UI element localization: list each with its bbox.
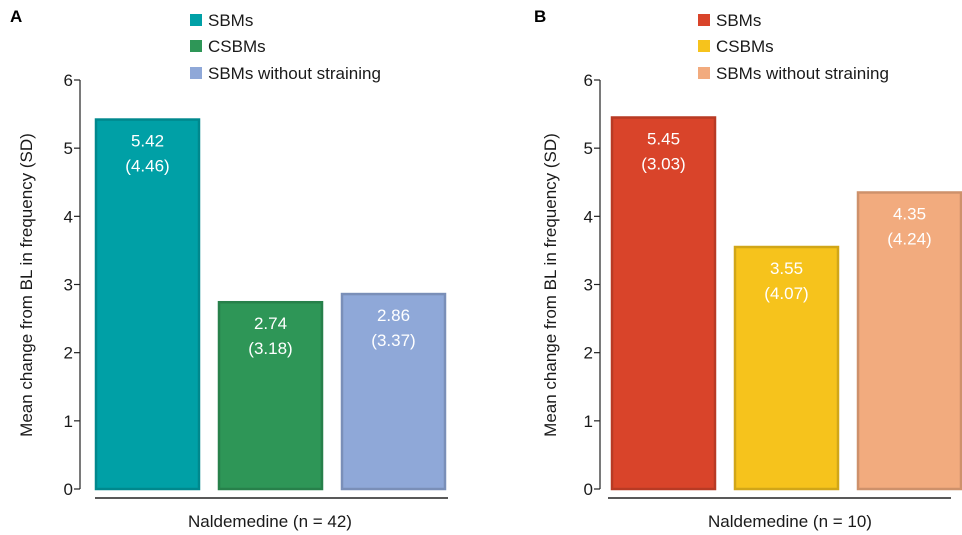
panel-a-letter: A [10, 7, 22, 26]
panel-b-bar-3-sd-label: (4.24) [887, 229, 931, 248]
panel-a-y-tick-label: 2 [64, 344, 73, 363]
panel-a-y-tick-label: 5 [64, 139, 73, 158]
panel-b-bar-3-value-label: 4.35 [893, 204, 926, 223]
panel-a-y-tick-label: 1 [64, 412, 73, 431]
panel-b-bar-1-sd-label: (3.03) [641, 154, 685, 173]
panel-a-bar-2-sd-label: (3.18) [248, 339, 292, 358]
panel-b-bar-2-sd-label: (4.07) [764, 284, 808, 303]
panel-a-legend-label-1: SBMs [208, 11, 253, 30]
panel-a-y-axis-label: Mean change from BL in frequency (SD) [17, 133, 36, 437]
panel-a-bar-2 [217, 300, 324, 491]
panel-b-legend-swatch-1 [698, 14, 710, 26]
panel-b-y-tick-label: 4 [584, 207, 593, 226]
panel-a-y-tick-label: 0 [64, 480, 73, 499]
panel-a-y-axis: 0 1 2 3 4 5 6 [64, 71, 448, 499]
panel-a-legend: SBMs CSBMs SBMs without straining [190, 11, 381, 83]
panel-a-bar-3 [340, 292, 447, 491]
panel-b-legend-label-3: SBMs without straining [716, 64, 889, 83]
panel-b-bar-1 [610, 116, 717, 491]
panel-b-y-tick-label: 2 [584, 344, 593, 363]
panel-b-bar-1-value-label: 5.45 [647, 129, 680, 148]
panel-a-y-tick-label: 6 [64, 71, 73, 90]
panel-b-letter: B [534, 7, 546, 26]
panel-a-legend-label-3: SBMs without straining [208, 64, 381, 83]
panel-b-legend-label-1: SBMs [716, 11, 761, 30]
panel-b-bars: 5.45 (3.03) 3.55 (4.07) 4.35 (4.24) [610, 116, 962, 491]
panel-a-bar-3-sd-label: (3.37) [371, 331, 415, 350]
panel-a-bars: 5.42 (4.46) 2.74 (3.18) 2.86 (3.37) [94, 118, 447, 491]
panel-b-x-axis-label: Naldemedine (n = 10) [708, 512, 872, 531]
panel-a-legend-swatch-2 [190, 40, 202, 52]
panel-a-x-axis-label: Naldemedine (n = 42) [188, 512, 352, 531]
panel-b-y-axis-label: Mean change from BL in frequency (SD) [541, 133, 560, 437]
panel-a-bar-1-value-label: 5.42 [131, 132, 164, 151]
panel-a-legend-label-2: CSBMs [208, 37, 266, 56]
panel-a-legend-swatch-3 [190, 67, 202, 79]
panel-a-y-tick-label: 3 [64, 276, 73, 295]
panel-b-bar-3 [856, 191, 962, 491]
panel-a-bar-1 [94, 118, 201, 491]
panel-a-y-tick-label: 4 [64, 207, 73, 226]
panel-b-bar-2 [733, 245, 840, 491]
panel-b-bar-2-value-label: 3.55 [770, 259, 803, 278]
panel-b-legend-label-2: CSBMs [716, 37, 774, 56]
panel-a-bar-1-sd-label: (4.46) [125, 157, 169, 176]
panel-a: A Mean change from BL in frequency (SD) … [10, 7, 448, 531]
panel-b-legend: SBMs CSBMs SBMs without straining [698, 11, 889, 83]
panel-b-y-tick-label: 3 [584, 276, 593, 295]
panel-a-legend-swatch-1 [190, 14, 202, 26]
panel-b-y-tick-label: 6 [584, 71, 593, 90]
panel-b-y-tick-label: 0 [584, 480, 593, 499]
panel-b-y-tick-label: 5 [584, 139, 593, 158]
panel-a-bar-2-value-label: 2.74 [254, 314, 287, 333]
panel-b-y-axis: 0 1 2 3 4 5 6 [584, 71, 951, 499]
panel-b-y-tick-label: 1 [584, 412, 593, 431]
panel-a-bar-3-value-label: 2.86 [377, 306, 410, 325]
panel-b: B Mean change from BL in frequency (SD) … [534, 7, 962, 531]
panel-b-legend-swatch-3 [698, 67, 710, 79]
panel-b-legend-swatch-2 [698, 40, 710, 52]
